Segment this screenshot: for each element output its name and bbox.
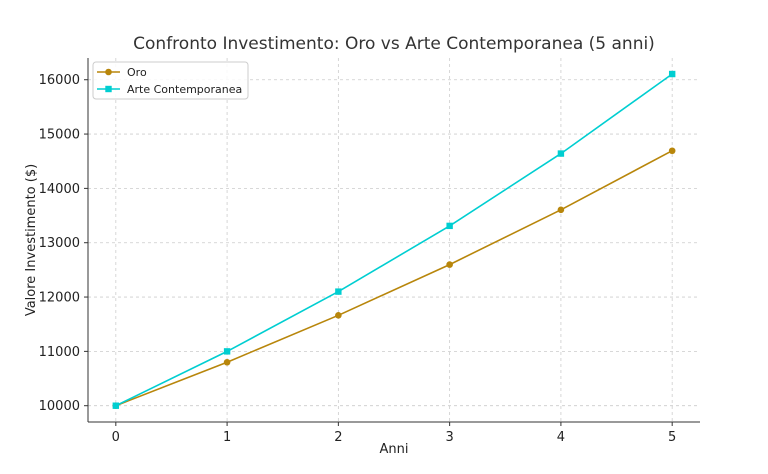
data-point-arte [223,348,231,355]
y-tick-label: 13000 [39,236,80,251]
x-tick-label: 3 [445,430,453,445]
axes: 0 1 2 3 4 5 10000 11000 12000 13000 14000 15000 1600… [39,58,700,445]
grid [88,58,700,422]
y-tick-label: 12000 [39,291,80,306]
data-point-arte [112,402,120,409]
legend: Oro Arte Contemporanea [92,61,249,100]
y-axis-label: Valore Investimento ($) [24,164,39,316]
data-point-arte [335,288,342,295]
y-tick-label: 15000 [39,128,80,143]
legend-marker-oro [105,68,112,76]
chart-title: Confronto Investimento: Oro vs Arte Cont… [133,34,655,54]
legend-marker-arte [105,85,112,93]
y-tick-label: 10000 [39,399,80,414]
x-tick-label: 0 [112,430,120,445]
series-group [112,70,676,410]
data-point-oro [335,311,342,319]
x-tick-label: 5 [668,430,676,445]
x-tick-label: 4 [557,430,565,445]
data-point-arte [668,70,676,78]
y-tick-label: 14000 [39,182,80,197]
data-point-oro [223,358,231,366]
data-point-oro [446,261,453,268]
data-point-oro [668,147,676,155]
series-line-arte [115,73,673,407]
series-line-oro [115,149,673,407]
y-tick-label: 16000 [39,73,80,88]
y-tick-label: 11000 [39,345,80,360]
data-point-arte [557,150,565,157]
x-axis-label: Anni [380,442,409,457]
legend-label-arte: Arte Contemporanea [127,83,242,96]
legend-box [92,61,249,100]
data-point-oro [557,206,565,214]
legend-label-oro: Oro [127,66,147,79]
x-tick-label: 2 [334,430,342,445]
data-point-arte [446,222,453,230]
x-tick-label: 1 [223,430,231,445]
